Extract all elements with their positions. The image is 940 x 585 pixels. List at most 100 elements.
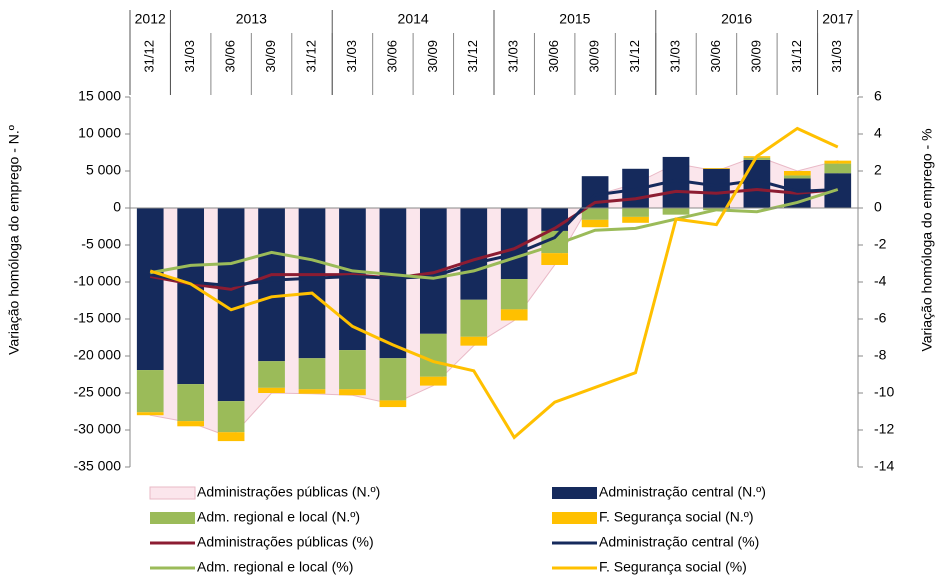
x-tick-label: 31/12 xyxy=(303,40,318,73)
line xyxy=(149,126,839,440)
bar xyxy=(339,389,366,396)
x-tick-label: 30/09 xyxy=(425,40,440,73)
x-tick-label: 31/03 xyxy=(667,40,682,73)
y2-axis-title: Variação homóloga do emprego - % xyxy=(919,128,935,351)
bar xyxy=(419,376,447,386)
bar xyxy=(500,309,528,321)
x-group-label: 2014 xyxy=(398,11,429,27)
bar xyxy=(379,358,407,401)
x-tick-label: 31/12 xyxy=(142,40,157,73)
bar xyxy=(379,400,407,408)
y2-tick-label: 6 xyxy=(874,88,882,104)
bar xyxy=(258,387,285,393)
legend-label: Administração central (%) xyxy=(599,534,759,550)
x-tick-label: 31/03 xyxy=(344,40,359,73)
bar xyxy=(460,208,488,300)
y2-tick-label: -2 xyxy=(874,236,887,252)
bar xyxy=(662,208,690,215)
line xyxy=(149,187,838,291)
bar xyxy=(500,279,528,310)
bar xyxy=(339,208,366,351)
y-tick-label: 15 000 xyxy=(78,88,121,104)
x-tick-label: 30/06 xyxy=(546,40,561,73)
legend-label: Adm. regional e local (N.º) xyxy=(197,509,360,525)
x-tick-label: 30/09 xyxy=(587,40,602,73)
bar xyxy=(217,401,245,433)
legend-swatch xyxy=(149,486,196,500)
legend-swatch xyxy=(150,512,195,524)
x-tick-label: 30/09 xyxy=(263,40,278,73)
y2-tick-label: -10 xyxy=(874,384,894,400)
x-tick-label: 31/12 xyxy=(465,40,480,73)
line xyxy=(149,188,839,280)
x-tick-label: 31/12 xyxy=(789,40,804,73)
bar xyxy=(460,336,488,346)
y2-tick-label: -4 xyxy=(874,273,887,289)
y-axis-title: Variação homóloga do emprego - N.º xyxy=(6,125,22,355)
bar xyxy=(419,333,447,377)
y-tick-label: 5 000 xyxy=(86,162,121,178)
x-tick-label: 31/03 xyxy=(506,40,521,73)
x-group-label: 2017 xyxy=(822,11,853,27)
bar xyxy=(298,389,326,394)
y-tick-label: -5 000 xyxy=(81,236,121,252)
x-group-label: 2012 xyxy=(135,11,166,27)
bar xyxy=(622,216,649,223)
x-tick-label: 31/12 xyxy=(627,40,642,73)
legend-swatch xyxy=(552,487,597,499)
y-tick-label: -20 000 xyxy=(74,347,122,363)
y2-tick-label: -14 xyxy=(874,458,894,474)
y-tick-label: -30 000 xyxy=(74,421,122,437)
bar xyxy=(541,253,569,265)
y2-tick-label: -12 xyxy=(874,421,894,437)
x-group-label: 2015 xyxy=(559,11,590,27)
bar xyxy=(177,421,205,427)
legend-label: F. Segurança social (%) xyxy=(599,559,747,575)
area xyxy=(149,155,839,438)
bar xyxy=(177,384,205,422)
bar xyxy=(783,171,811,176)
legend-swatch xyxy=(552,512,597,524)
bar xyxy=(581,208,609,220)
y2-tick-label: -8 xyxy=(874,347,887,363)
bar xyxy=(703,168,730,208)
legend-label: Adm. regional e local (%) xyxy=(197,559,353,575)
bar xyxy=(783,175,811,179)
bar xyxy=(258,208,285,362)
bar xyxy=(339,350,366,390)
bar xyxy=(217,432,245,442)
legend-label: Administrações públicas (N.º) xyxy=(197,484,380,500)
x-group-label: 2013 xyxy=(236,11,267,27)
y2-tick-label: 4 xyxy=(874,125,882,141)
bar xyxy=(298,208,326,359)
line xyxy=(149,178,838,288)
bar xyxy=(581,219,609,228)
y2-tick-label: 2 xyxy=(874,162,882,178)
y2-tick-label: -6 xyxy=(874,310,887,326)
y-tick-label: -10 000 xyxy=(74,273,122,289)
bar xyxy=(703,168,730,169)
y-tick-label: -15 000 xyxy=(74,310,122,326)
legend-label: Administrações públicas (%) xyxy=(197,534,374,550)
y-tick-label: -25 000 xyxy=(74,384,122,400)
bar xyxy=(460,299,488,337)
x-tick-label: 31/03 xyxy=(829,40,844,73)
bar xyxy=(824,160,852,164)
bar xyxy=(136,370,164,413)
x-tick-label: 30/06 xyxy=(223,40,238,73)
bar xyxy=(824,163,852,174)
legend-label: F. Segurança social (N.º) xyxy=(599,509,754,525)
x-tick-label: 30/09 xyxy=(748,40,763,73)
bar xyxy=(622,208,649,217)
bar xyxy=(379,208,407,359)
y-tick-label: -35 000 xyxy=(74,458,122,474)
bar xyxy=(136,208,164,371)
y-tick-label: 10 000 xyxy=(78,125,121,141)
bar xyxy=(258,361,285,388)
bar xyxy=(298,358,326,390)
legend-label: Administração central (N.º) xyxy=(599,484,766,500)
x-group-label: 2016 xyxy=(721,11,752,27)
x-tick-label: 30/06 xyxy=(384,40,399,73)
